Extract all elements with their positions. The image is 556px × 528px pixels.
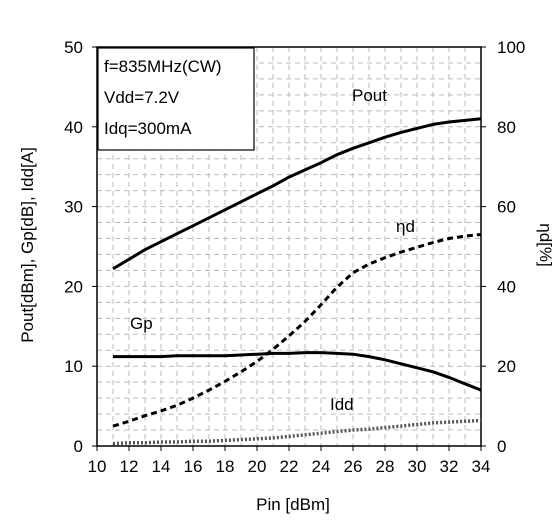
series-label-eta: ηd (396, 217, 415, 236)
y-left-tick-label: 20 (64, 277, 83, 296)
conditions-frame (97, 47, 255, 151)
x-tick-label: 18 (216, 457, 235, 476)
x-tick-label: 16 (184, 457, 203, 476)
x-tick-label: 22 (280, 457, 299, 476)
y-left-tick-label: 40 (64, 118, 83, 137)
x-tick-label: 30 (408, 457, 427, 476)
condition-idq: Idq=300mA (104, 119, 192, 138)
y-left-tick-label: 10 (64, 357, 83, 376)
x-tick-label: 28 (376, 457, 395, 476)
x-tick-label: 32 (440, 457, 459, 476)
y-axis-label-left: Pout[dBm], Gp[dB], Idd[A] (18, 147, 37, 343)
y-right-tick-label: 60 (497, 198, 516, 217)
y-right-tick-label: 20 (497, 357, 516, 376)
condition-frequency: f=835MHz(CW) (104, 57, 222, 76)
x-tick-label: 34 (472, 457, 491, 476)
y-left-tick-label: 50 (64, 38, 83, 57)
series-line-pout (112, 117, 482, 271)
series-label-gp: Gp (130, 314, 153, 333)
series-lines (112, 117, 482, 446)
condition-vdd: Vdd=7.2V (104, 88, 180, 107)
series-line-idd (112, 418, 482, 446)
y-right-tick-label: 100 (497, 38, 525, 57)
series-line-gp (113, 351, 482, 392)
y-left-tick-label: 0 (74, 437, 83, 456)
y-axis-label-right: ηd[%] (536, 223, 555, 266)
x-tick-label: 14 (152, 457, 171, 476)
x-tick-label: 10 (88, 457, 107, 476)
x-tick-label: 20 (248, 457, 267, 476)
x-tick-label: 26 (344, 457, 363, 476)
y-left-tick-label: 30 (64, 198, 83, 217)
y-right-tick-label: 40 (497, 277, 516, 296)
series-label-pout: Pout (352, 86, 387, 105)
y-right-tick-label: 0 (497, 437, 506, 456)
x-axis-label: Pin [dBm] (256, 495, 330, 514)
series-line-d (112, 233, 482, 428)
x-tick-label: 24 (312, 457, 331, 476)
x-tick-label: 12 (120, 457, 139, 476)
series-label-idd: Idd (330, 395, 354, 414)
conditions-box: f=835MHz(CW) Vdd=7.2V Idq=300mA (97, 47, 255, 151)
axis-ticks: 10 12 14 16 18 20 22 24 26 28 30 32 34 0 10 20 30 40 50 0 20… (64, 38, 525, 476)
grid (97, 47, 481, 446)
y-right-tick-label: 80 (497, 118, 516, 137)
